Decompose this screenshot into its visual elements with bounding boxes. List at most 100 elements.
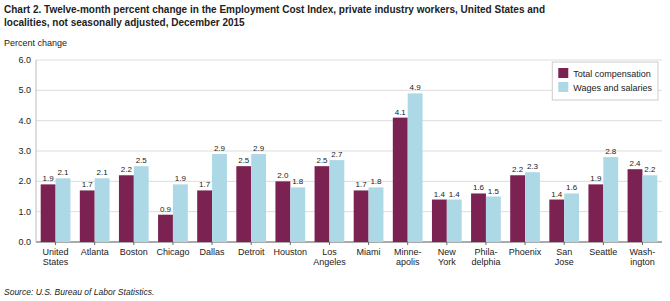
legend-label: Total compensation xyxy=(573,69,651,79)
bar xyxy=(41,184,56,242)
data-label: 2.2 xyxy=(121,165,133,174)
bar xyxy=(251,154,266,242)
data-label: 1.8 xyxy=(292,177,304,186)
bar xyxy=(510,175,525,242)
x-tick-label: NewYork xyxy=(438,247,457,267)
x-tick-label: Houston xyxy=(274,247,308,257)
x-tick xyxy=(603,242,604,245)
bars xyxy=(41,93,658,242)
x-tick-label: Seattle xyxy=(589,247,617,257)
x-tick-label: SanJose xyxy=(555,247,574,267)
bar xyxy=(158,215,173,242)
x-tick xyxy=(485,242,486,245)
y-tick-label: 4.0 xyxy=(18,116,31,126)
data-label: 1.7 xyxy=(82,180,94,189)
bar xyxy=(95,178,110,242)
x-tick xyxy=(251,242,252,245)
grid-line xyxy=(36,151,662,152)
x-tick-label: Wash-ington xyxy=(630,247,656,267)
x-tick xyxy=(564,242,565,245)
y-axis-line xyxy=(36,60,37,242)
y-axis-label: Percent change xyxy=(4,38,67,48)
legend-label: Wages and salaries xyxy=(573,83,652,93)
bar xyxy=(588,184,603,242)
bar xyxy=(549,200,564,242)
bar xyxy=(290,187,305,242)
data-label: 1.9 xyxy=(590,174,602,183)
data-label: 2.1 xyxy=(97,168,109,177)
x-tick-label: UnitedStates xyxy=(43,247,69,267)
bar xyxy=(628,169,643,242)
x-tick xyxy=(172,242,173,245)
legend-swatch xyxy=(558,82,568,92)
x-tick xyxy=(642,242,643,245)
x-tick-label: Minne-apolis xyxy=(394,247,422,267)
data-label: 2.7 xyxy=(331,150,343,159)
bar xyxy=(471,193,486,242)
legend: Total compensation Wages and salaries xyxy=(558,68,652,93)
data-label: 1.4 xyxy=(449,190,461,199)
x-tick-label: Phila-delphia xyxy=(471,247,500,267)
data-label: 2.9 xyxy=(214,144,226,153)
data-label: 1.7 xyxy=(199,180,211,189)
grid xyxy=(36,60,662,242)
data-label: 4.9 xyxy=(410,83,422,92)
data-label: 4.1 xyxy=(395,108,407,117)
data-label: 2.5 xyxy=(238,156,250,165)
x-tick-label: Dallas xyxy=(200,247,226,257)
bar xyxy=(134,166,149,242)
data-label: 1.8 xyxy=(370,177,382,186)
bar xyxy=(642,175,657,242)
data-label: 1.5 xyxy=(488,187,500,196)
bar xyxy=(315,166,330,242)
bar xyxy=(432,200,447,242)
bar xyxy=(197,190,212,242)
bar xyxy=(236,166,251,242)
x-tick-label: Atlanta xyxy=(81,247,109,257)
x-tick xyxy=(212,242,213,245)
data-label: 2.0 xyxy=(277,171,289,180)
x-tick xyxy=(55,242,56,245)
bar xyxy=(212,154,227,242)
x-tick xyxy=(407,242,408,245)
data-label: 1.4 xyxy=(551,190,563,199)
title: Chart 2. Twelve-month percent change in … xyxy=(4,4,545,15)
bar xyxy=(119,175,134,242)
data-label: 1.9 xyxy=(43,174,55,183)
bar xyxy=(564,193,579,242)
legend-frame xyxy=(552,62,658,100)
data-label: 2.9 xyxy=(253,144,265,153)
x-tick xyxy=(290,242,291,245)
subtitle: localities, not seasonally adjusted, Dec… xyxy=(4,17,245,28)
x-tick-label: Detroit xyxy=(238,247,265,257)
data-label: 2.2 xyxy=(644,165,656,174)
data-label: 1.9 xyxy=(175,174,187,183)
x-tick xyxy=(525,242,526,245)
x-tick-label: LosAngeles xyxy=(313,247,346,267)
data-label: 1.6 xyxy=(473,183,485,192)
bar xyxy=(173,184,188,242)
legend-swatch xyxy=(558,68,568,78)
data-label: 2.2 xyxy=(512,165,524,174)
data-label: 0.9 xyxy=(160,205,172,214)
y-tick-label: 1.0 xyxy=(18,207,31,217)
bar xyxy=(525,172,540,242)
y-tick-label: 6.0 xyxy=(18,55,31,65)
bar xyxy=(408,93,423,242)
bar xyxy=(393,118,408,242)
data-label: 2.5 xyxy=(316,156,328,165)
y-tick-label: 5.0 xyxy=(18,85,31,95)
chart: Chart 2. Twelve-month percent change in … xyxy=(0,0,670,301)
y-tick-label: 2.0 xyxy=(18,176,31,186)
bar xyxy=(56,178,71,242)
data-label: 2.3 xyxy=(527,162,539,171)
data-label: 2.5 xyxy=(136,156,148,165)
data-label: 1.4 xyxy=(434,190,446,199)
x-tick xyxy=(368,242,369,245)
x-tick xyxy=(133,242,134,245)
data-label: 2.1 xyxy=(57,168,69,177)
data-label: 2.8 xyxy=(605,147,617,156)
x-tick xyxy=(94,242,95,245)
grid-line xyxy=(36,60,662,61)
y-tick-label: 3.0 xyxy=(18,146,31,156)
